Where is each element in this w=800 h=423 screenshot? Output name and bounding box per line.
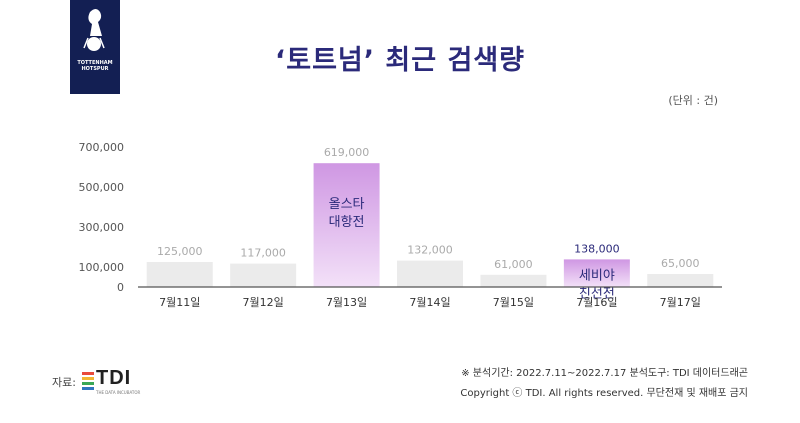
y-tick-label: 100,000 [79, 261, 125, 274]
data-label: 65,000 [661, 257, 700, 270]
bar [563, 259, 630, 287]
x-axis-labels: 7월11일 7월12일 7월13일 7월14일 7월15일 7월16일 7월17일 [159, 295, 701, 309]
bar-annotation: 대항전 [329, 215, 365, 230]
tdi-logo: TDI THE DATA INCUBATOR [82, 367, 144, 400]
bar [480, 274, 547, 287]
y-tick-label: 300,000 [79, 221, 125, 234]
x-tick-label: 7월17일 [660, 295, 701, 309]
unit-label: (단위 : 건) [668, 94, 718, 107]
data-label: 138,000 [574, 242, 620, 255]
analysis-period-note: ※ 분석기간: 2022.7.11~2022.7.17 분석도구: TDI 데이… [461, 368, 748, 379]
copyright-text: Copyright ⓒ TDI. All rights reserved. 무단… [460, 388, 748, 399]
bar [146, 262, 213, 287]
x-tick-label: 7월14일 [409, 295, 450, 309]
data-label: 132,000 [407, 244, 453, 257]
source-label: 자료: [52, 376, 76, 389]
y-tick-label: 0 [117, 281, 124, 294]
cockerel-icon [83, 9, 105, 51]
data-label: 125,000 [157, 245, 203, 258]
x-tick-label: 7월16일 [576, 295, 617, 309]
x-tick-label: 7월15일 [493, 295, 534, 309]
bar [230, 263, 297, 287]
bar-annotation: 세비야 [579, 268, 615, 283]
x-tick-label: 7월11일 [159, 295, 200, 309]
bar [397, 260, 463, 287]
bar [313, 163, 380, 287]
data-label: 117,000 [240, 247, 286, 260]
crest-text: TOTTENHAM HOTSPUR [77, 60, 113, 72]
y-tick-label: 500,000 [79, 181, 125, 194]
bar-annotation: 친선전 [579, 286, 615, 301]
x-tick-label: 7월13일 [326, 295, 367, 309]
data-label: 619,000 [324, 146, 370, 159]
y-axis-ticks: 0 100,000 300,000 500,000 700,000 [79, 141, 125, 294]
tdi-logo-subtitle: THE DATA INCUBATOR [96, 390, 141, 395]
tdi-stripes-icon [82, 372, 94, 390]
team-crest: TOTTENHAM HOTSPUR [70, 0, 120, 94]
bar-annotation: 올스타 [329, 197, 365, 212]
x-tick-label: 7월12일 [243, 295, 284, 309]
bar [647, 274, 714, 287]
tdi-logo-text: TDI [96, 367, 132, 389]
y-tick-label: 700,000 [79, 141, 125, 154]
data-label: 61,000 [494, 258, 533, 271]
chart-title: ‘토트넘’ 최근 검색량 [274, 45, 526, 76]
